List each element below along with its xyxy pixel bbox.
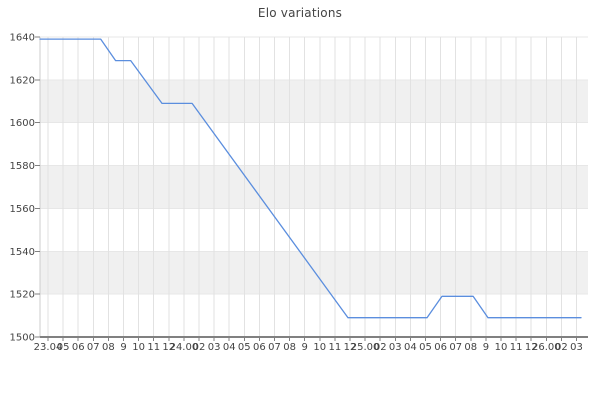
x-tick-label: 03 [389, 342, 402, 353]
y-tick-label: 1600 [10, 118, 35, 129]
chart-title: Elo variations [257, 6, 343, 20]
x-tick-label: 07 [449, 342, 462, 353]
y-tick-label: 1620 [10, 75, 35, 86]
x-tick-label: 11 [329, 342, 342, 353]
x-tick-label: 10 [313, 342, 326, 353]
x-tick-label: 23.04 [34, 342, 63, 353]
x-tick-label: 12 [162, 342, 175, 353]
x-tick-label: 24.00 [170, 342, 199, 353]
x-tick-label: 02 [193, 342, 206, 353]
x-tick-label: 11 [147, 342, 160, 353]
x-tick-label: 03 [208, 342, 221, 353]
x-tick-label: 07 [268, 342, 281, 353]
y-tick-label: 1640 [10, 33, 35, 44]
x-tick-label: 08 [464, 342, 477, 353]
x-tick-label: 08 [102, 342, 115, 353]
x-tick-label: 07 [87, 342, 100, 353]
y-tick-label: 1560 [10, 204, 35, 215]
x-tick-label: 05 [57, 342, 70, 353]
shaded-band [40, 165, 588, 209]
x-tick-label: 04 [223, 342, 236, 353]
y-tick-label: 1580 [10, 161, 35, 172]
elo-line [39, 38, 582, 319]
x-tick-label: 25.00 [351, 342, 380, 353]
x-tick-label: 05 [419, 342, 432, 353]
y-tick-label: 1540 [10, 247, 35, 258]
y-tick-label: 1500 [10, 333, 35, 344]
x-tick-label: 11 [510, 342, 523, 353]
x-tick-label: 9 [483, 342, 489, 353]
x-tick-label: 04 [404, 342, 417, 353]
x-tick-label: 05 [238, 342, 251, 353]
shaded-band [40, 251, 588, 295]
x-tick-label: 9 [120, 342, 126, 353]
x-tick-label: 12 [525, 342, 538, 353]
x-tick-label: 08 [283, 342, 296, 353]
x-tick-label: 10 [132, 342, 145, 353]
x-tick-label: 9 [302, 342, 308, 353]
x-tick-label: 02 [374, 342, 387, 353]
x-tick-label: 06 [253, 342, 266, 353]
shaded-band [40, 79, 588, 123]
x-tick-label: 06 [434, 342, 447, 353]
x-tick-label: 10 [495, 342, 508, 353]
x-tick-label: 03 [570, 342, 583, 353]
y-tick-label: 1520 [10, 290, 35, 301]
x-tick-label: 06 [72, 342, 85, 353]
x-tick-label: 02 [555, 342, 568, 353]
x-tick-label: 12 [344, 342, 357, 353]
x-tick-label: 26.00 [532, 342, 561, 353]
